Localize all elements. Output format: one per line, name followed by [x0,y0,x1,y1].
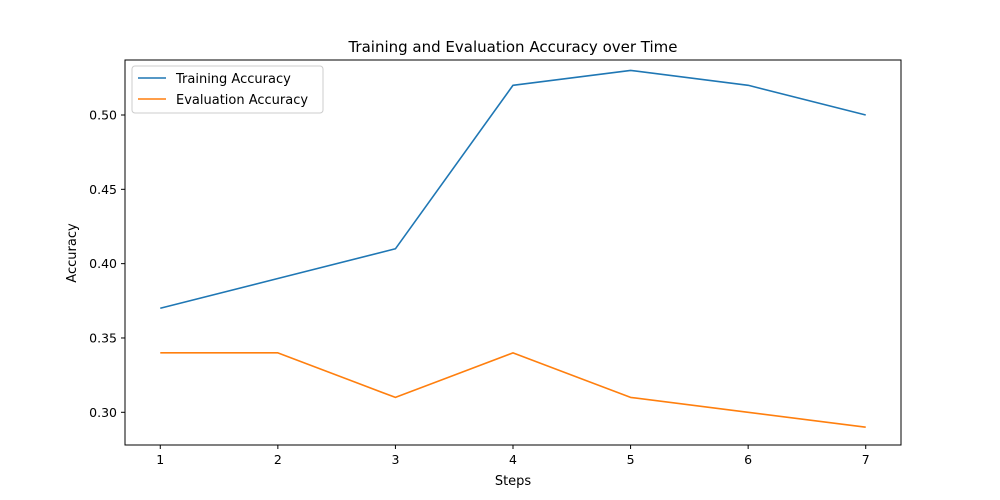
y-tick-label: 0.30 [89,405,117,420]
legend-entry-evaluation: Evaluation Accuracy [176,93,308,108]
y-tick-label: 0.45 [89,182,117,197]
series-layer [160,69,866,428]
series-line-evaluation [160,352,866,428]
x-tick-label: 6 [744,452,752,467]
x-tick-label: 1 [156,452,164,467]
x-tick-label: 3 [391,452,399,467]
y-axis-label: Accuracy [65,223,80,283]
x-tick-label: 5 [627,452,635,467]
legend-entry-training: Training Accuracy [175,72,291,87]
x-tick-label: 7 [862,452,870,467]
y-axis: 0.30 0.35 0.40 0.45 0.50 [89,108,125,420]
legend-box [131,65,324,114]
y-tick-label: 0.50 [89,108,117,123]
x-axis-label: Steps [495,474,532,489]
y-tick-label: 0.35 [89,330,117,345]
x-axis: 1 2 3 4 5 6 7 [156,445,870,467]
series-line-training [160,69,866,310]
chart-title: Training and Evaluation Accuracy over Ti… [347,38,677,56]
legend: Training Accuracy Evaluation Accuracy [131,65,324,114]
plot-area [124,59,902,446]
x-tick-label: 2 [274,452,282,467]
x-tick-label: 4 [509,452,517,467]
y-tick-label: 0.40 [89,256,117,271]
